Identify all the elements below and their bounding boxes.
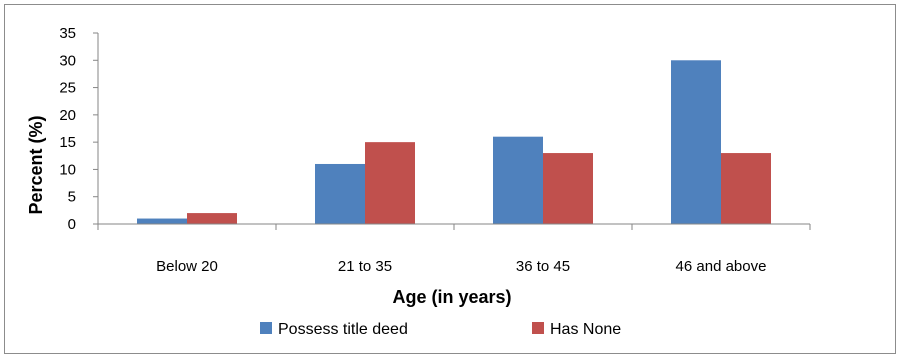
bar-has-none-3 — [721, 153, 771, 224]
y-tick-label: 30 — [59, 52, 76, 69]
legend: Possess title deed Has None — [260, 321, 621, 338]
bar-possess-title-deed-1 — [315, 163, 365, 224]
y-tick-label: 10 — [59, 161, 76, 178]
y-tick-label: 0 — [68, 216, 76, 233]
bar-possess-title-deed-3 — [671, 60, 721, 225]
y-tick-label: 15 — [59, 134, 76, 151]
y-axis-title: Percent (%) — [26, 115, 46, 214]
x-tick-label: 46 and above — [676, 258, 767, 275]
y-tick-label: 35 — [59, 25, 76, 42]
bars — [137, 60, 771, 225]
legend-swatch — [260, 322, 272, 334]
bar-has-none-2 — [543, 153, 593, 224]
x-axis-ticks: Below 20 21 to 35 36 to 45 46 and above — [97, 224, 811, 275]
bar-has-none-0 — [187, 213, 237, 224]
bar-possess-title-deed-2 — [493, 136, 543, 224]
x-axis-title: Age (in years) — [392, 287, 511, 307]
legend-swatch — [532, 322, 544, 334]
x-tick-label: Below 20 — [156, 258, 218, 275]
legend-label: Possess title deed — [278, 321, 408, 338]
y-tick-label: 20 — [59, 107, 76, 124]
y-tick-label: 25 — [59, 80, 76, 97]
y-axis-ticks: 0 5 10 15 20 25 30 35 — [59, 25, 98, 233]
legend-label: Has None — [550, 321, 621, 338]
x-tick-label: 21 to 35 — [338, 258, 392, 275]
bar-possess-title-deed-0 — [137, 218, 187, 224]
y-tick-label: 5 — [68, 189, 76, 206]
x-tick-label: 36 to 45 — [516, 258, 570, 275]
bar-has-none-1 — [365, 142, 415, 224]
